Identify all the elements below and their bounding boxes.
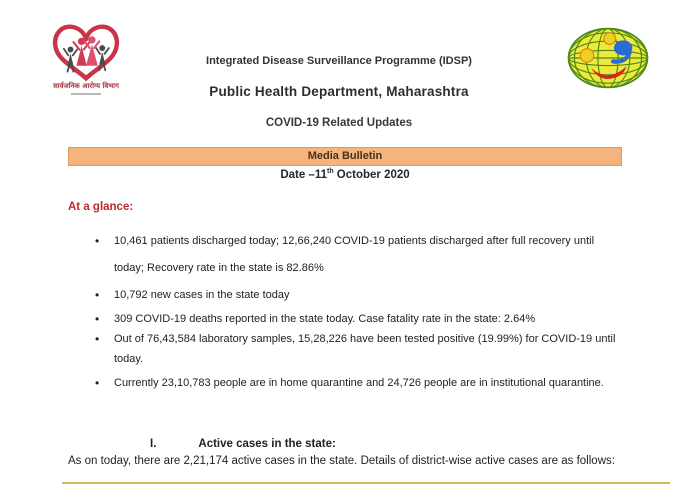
date-prefix: Date –11 <box>280 168 327 181</box>
bullet-text-deaths: 309 COVID-19 deaths reported in the stat… <box>114 313 536 325</box>
media-bulletin-banner: Media Bulletin <box>68 147 622 166</box>
date-suffix: October 2020 <box>333 168 410 181</box>
bullet-text-new-cases: 10,792 new cases in the state today <box>114 289 290 301</box>
banner-title: Media Bulletin <box>307 150 383 162</box>
active-cases-paragraph: As on today, there are 2,21,174 active c… <box>68 455 615 467</box>
header-department-title: Public Health Department, Maharashtra <box>209 84 469 99</box>
heart-family-icon <box>38 20 134 82</box>
public-health-dept-logo: सार्वजनिक आरोग्य विभाग <box>38 20 134 95</box>
list-item: • 10,792 new cases in the state today <box>95 282 617 309</box>
section-numeral: I. <box>150 438 157 450</box>
left-logo-caption: सार्वजनिक आरोग्य विभाग <box>53 82 119 90</box>
date-ordinal-superscript: th <box>327 168 334 175</box>
bullet-icon: • <box>95 376 100 390</box>
left-logo-subcaption-line <box>71 93 101 95</box>
bullet-text-quarantine: Currently 23,10,783 people are in home q… <box>114 377 604 389</box>
list-item: • Out of 76,43,584 laboratory samples, 1… <box>95 329 617 369</box>
list-item: • 10,461 patients discharged today; 12,6… <box>95 228 617 282</box>
header-updates-subtitle: COVID-19 Related Updates <box>265 117 413 129</box>
bullet-icon: • <box>95 234 100 248</box>
bulletin-date: Date –11th October 2020 <box>68 168 622 181</box>
list-item: • 309 COVID-19 deaths reported in the st… <box>95 309 617 329</box>
idsp-logo <box>566 26 650 95</box>
globe-icon <box>566 27 650 94</box>
list-item: • Currently 23,10,783 people are in home… <box>95 371 617 395</box>
bullet-text-discharged: 10,461 patients discharged today; 12,66,… <box>114 235 595 274</box>
header-programme-title: Integrated Disease Surveillance Programm… <box>206 55 472 67</box>
bullet-icon: • <box>95 288 100 302</box>
glance-bullet-list: • 10,461 patients discharged today; 12,6… <box>95 228 617 395</box>
active-cases-heading: I. Active cases in the state: <box>150 438 336 450</box>
section-title: Active cases in the state: <box>198 438 336 450</box>
bullet-icon: • <box>95 332 100 346</box>
bullet-text-samples: Out of 76,43,584 laboratory samples, 15,… <box>114 333 616 365</box>
at-a-glance-heading: At a glance: <box>68 201 134 213</box>
bullet-icon: • <box>95 312 100 326</box>
table-top-border <box>62 482 670 484</box>
